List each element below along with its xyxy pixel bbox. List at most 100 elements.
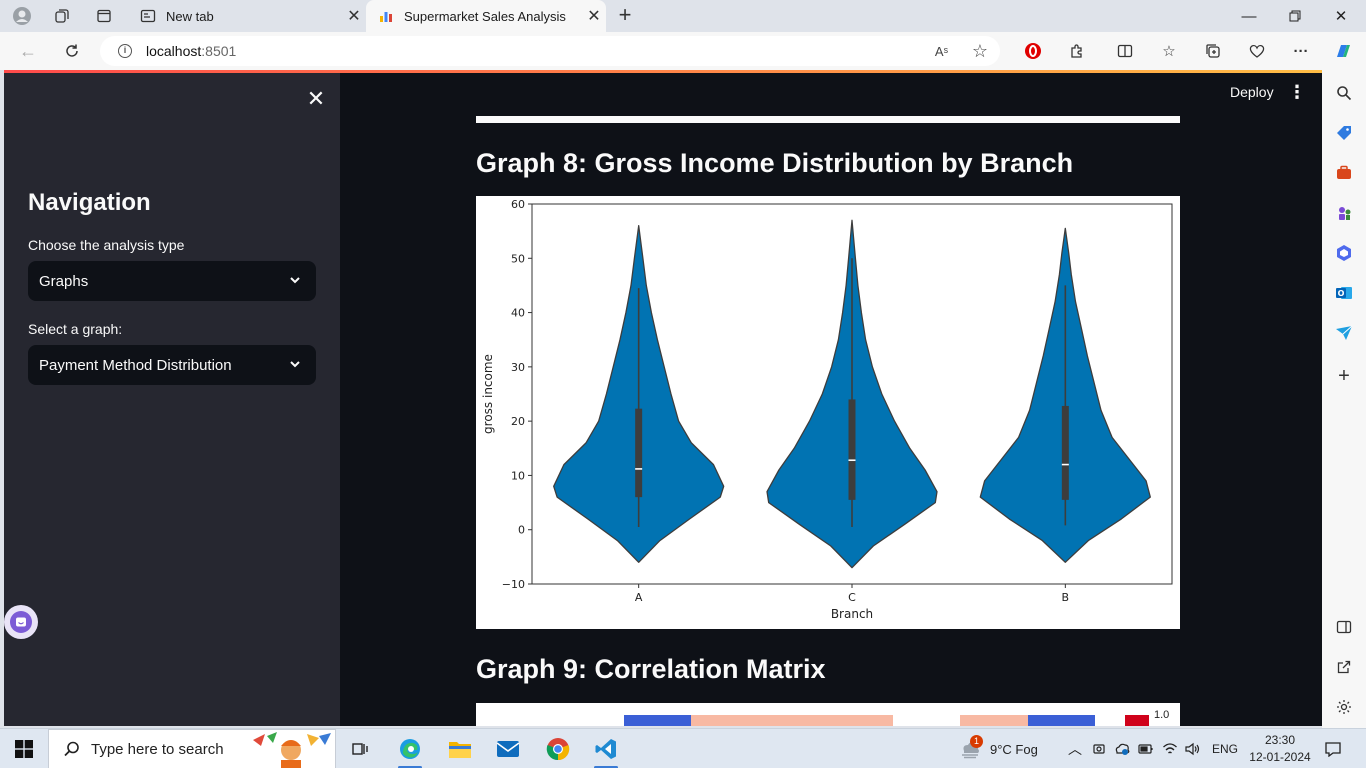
refresh-icon[interactable] <box>58 38 86 64</box>
close-tab-icon[interactable]: ✕ <box>587 8 601 25</box>
y-tick-label: 20 <box>511 415 525 428</box>
graph9-title: Graph 9: Correlation Matrix <box>476 654 826 684</box>
search-highlight-illustration-icon <box>253 732 331 768</box>
wifi-icon[interactable] <box>1162 729 1178 768</box>
weather-text: 9°C Fog <box>990 741 1038 757</box>
onedrive-sync-icon[interactable] <box>1114 729 1130 768</box>
taskbar-clock[interactable]: 23:30 12-01-2024 <box>1248 732 1312 766</box>
taskbar-search-placeholder: Type here to search <box>91 740 224 758</box>
collections-icon[interactable] <box>1202 40 1224 62</box>
tab-label: New tab <box>166 8 214 24</box>
settings-more-icon[interactable]: ··· <box>1293 42 1309 60</box>
svg-text:O: O <box>1338 289 1345 298</box>
x-tick-label: B <box>1062 591 1070 604</box>
minimize-icon[interactable]: — <box>1241 7 1257 25</box>
tab-label: Supermarket Sales Analysis <box>404 8 566 24</box>
file-explorer-icon[interactable] <box>442 733 478 765</box>
restore-icon[interactable] <box>1272 0 1318 32</box>
smiley-chat-icon <box>10 611 32 633</box>
opera-adblock-icon[interactable] <box>1022 40 1044 62</box>
y-tick-label: 60 <box>511 198 525 211</box>
extensions-puzzle-icon[interactable] <box>1066 40 1088 62</box>
chat-assistant-button[interactable] <box>4 605 38 639</box>
analysis-type-label: Choose the analysis type <box>28 237 185 253</box>
url-field[interactable]: i localhost:8501 Aˢ ☆ <box>100 36 1000 66</box>
y-tick-label: 40 <box>511 307 525 320</box>
violin-chart-svg: −10 0 10 20 30 40 50 60 A C B Branch gross income <box>481 198 1173 621</box>
hide-sidebar-icon[interactable] <box>1333 616 1355 638</box>
sidebar-settings-gear-icon[interactable] <box>1333 696 1355 718</box>
weather-alert-badge: 1 <box>970 735 983 748</box>
tab-new-tab[interactable]: New tab ✕ <box>128 0 366 32</box>
graph-select-label: Select a graph: <box>28 321 123 337</box>
close-sidebar-icon[interactable]: ✕ <box>306 86 326 111</box>
x-axis-label: Branch <box>831 607 873 621</box>
close-tab-icon[interactable]: ✕ <box>347 8 361 25</box>
games-chess-icon[interactable] <box>1333 202 1355 224</box>
tools-briefcase-icon[interactable] <box>1333 162 1355 184</box>
taskbar-edge-icon[interactable] <box>392 733 428 768</box>
streamlit-chart-icon <box>378 8 394 24</box>
url-port: :8501 <box>201 43 237 59</box>
windows-start-icon[interactable] <box>14 739 34 759</box>
mail-icon[interactable] <box>490 733 526 765</box>
battery-icon[interactable] <box>1138 729 1154 768</box>
show-hidden-icons-chevron-up-icon[interactable]: ︿ <box>1068 741 1082 757</box>
search-icon[interactable] <box>1333 82 1355 104</box>
colorbar-top <box>1125 715 1149 726</box>
taskbar-search-box[interactable]: Type here to search <box>48 729 336 768</box>
volume-icon[interactable] <box>1184 729 1202 768</box>
x-tick-label: C <box>848 591 856 604</box>
clock-date: 12-01-2024 <box>1249 750 1311 764</box>
heatmap-cell <box>960 715 1028 726</box>
app-top-decoration <box>4 70 1322 73</box>
new-tab-icon <box>140 8 156 24</box>
open-external-icon[interactable] <box>1333 656 1355 678</box>
url-host: localhost <box>146 43 202 59</box>
analysis-type-select[interactable]: Graphs <box>28 261 316 301</box>
correlation-matrix-preview: 1.0 <box>476 703 1180 726</box>
drop-send-icon[interactable] <box>1333 322 1355 344</box>
search-glass-icon <box>64 741 79 757</box>
x-tick-label: A <box>635 591 643 604</box>
tab-supermarket-sales[interactable]: Supermarket Sales Analysis ✕ <box>366 0 606 32</box>
back-icon[interactable]: ← <box>19 40 37 61</box>
new-tab-button[interactable]: + <box>618 2 632 27</box>
add-sidebar-app-icon[interactable]: + <box>1338 364 1350 387</box>
task-view-icon[interactable] <box>342 733 378 765</box>
copilot-icon[interactable] <box>1332 40 1354 62</box>
y-tick-label: −10 <box>502 578 525 591</box>
violin-iqr-box-B <box>1061 405 1069 500</box>
graph-select[interactable]: Payment Method Distribution <box>28 345 316 385</box>
edge-sidebar: O + <box>1322 70 1366 728</box>
input-language-indicator[interactable]: ENG <box>1212 742 1239 756</box>
vscode-icon[interactable] <box>588 733 624 768</box>
shopping-tag-icon[interactable] <box>1333 122 1355 144</box>
heatmap-cell <box>624 715 691 726</box>
outlook-icon[interactable]: O <box>1333 282 1355 304</box>
y-axis-label: gross income <box>481 354 495 434</box>
split-screen-icon[interactable] <box>1114 40 1136 62</box>
microsoft-365-icon[interactable] <box>1333 242 1355 264</box>
chrome-icon[interactable] <box>540 733 576 765</box>
workspaces-icon[interactable] <box>48 4 76 28</box>
site-info-icon[interactable]: i <box>118 44 132 58</box>
meet-now-icon[interactable] <box>1092 729 1106 768</box>
favorite-star-icon[interactable]: ☆ <box>971 40 988 61</box>
tab-actions-icon[interactable] <box>90 4 118 28</box>
deploy-button[interactable]: Deploy <box>1230 84 1274 100</box>
browser-essentials-icon[interactable] <box>1246 40 1268 62</box>
graph-select-value: Payment Method Distribution <box>39 356 232 374</box>
favorites-icon[interactable]: ☆ <box>1162 43 1176 60</box>
read-aloud-icon[interactable]: Aˢ <box>934 43 948 59</box>
weather-widget[interactable]: 1 9°C Fog <box>958 729 1038 768</box>
graph8-title: Graph 8: Gross Income Distribution by Br… <box>476 148 1074 178</box>
sidebar-title: Navigation <box>28 189 151 216</box>
notifications-icon[interactable] <box>1324 729 1342 768</box>
profile-avatar-icon[interactable] <box>8 4 36 28</box>
main-menu-kebab-icon[interactable]: ⋮ <box>1288 82 1306 102</box>
close-window-icon[interactable]: ✕ <box>1334 8 1348 25</box>
y-tick-label: 50 <box>511 252 525 265</box>
colorbar-tick-label: 1.0 <box>1154 709 1170 721</box>
chevron-down-icon <box>290 361 300 368</box>
